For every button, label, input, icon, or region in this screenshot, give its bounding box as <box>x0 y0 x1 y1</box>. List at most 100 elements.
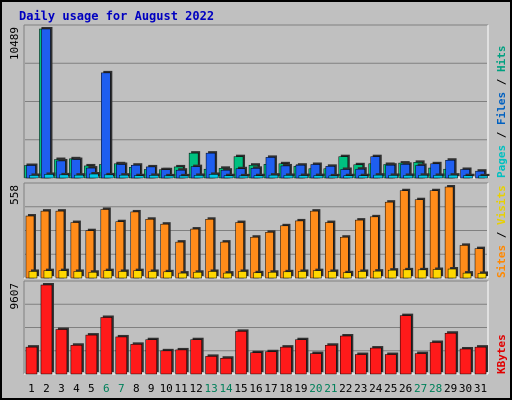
x-tick-label-day-26: 26 <box>399 382 412 395</box>
bar-pages-day-9 <box>148 175 159 179</box>
bar-pages-day-7 <box>119 174 129 179</box>
bar-visits-day-29 <box>444 186 454 279</box>
bar-visits-day-24 <box>369 216 379 279</box>
bar-pages-day-13 <box>208 174 219 179</box>
bar-shadow <box>181 173 191 176</box>
x-tick-label-day-9: 9 <box>148 382 155 395</box>
bar-shadow <box>315 173 325 176</box>
x-tick-label-day-14: 14 <box>219 382 233 395</box>
bar-pages-day-16 <box>253 175 264 179</box>
bar-sites-day-17 <box>268 272 277 279</box>
bar-kbytes-day-6 <box>100 317 113 375</box>
legend-item: Files <box>495 92 508 125</box>
bar-sites-day-3 <box>58 270 68 279</box>
bar-shadow <box>226 173 236 176</box>
bar-pages-day-30 <box>463 175 473 179</box>
bar-sites-day-13 <box>208 271 217 279</box>
bar-pages-day-10 <box>163 175 174 179</box>
x-tick-label-day-13: 13 <box>204 382 217 395</box>
x-tick-label-day-16: 16 <box>249 382 262 395</box>
x-tick-label-day-7: 7 <box>118 382 125 395</box>
bar-shadow <box>31 173 41 176</box>
bar-pages-day-3 <box>59 174 69 179</box>
bar-shadow <box>375 173 385 176</box>
bar-kbytes-day-5 <box>85 334 98 375</box>
bar-kbytes-day-23 <box>355 354 367 375</box>
bar-visits-day-23 <box>355 219 364 279</box>
bar-kbytes-day-20 <box>310 353 322 375</box>
legend-item: / <box>495 72 508 92</box>
bar-shadow <box>76 173 86 176</box>
x-tick-label-day-19: 19 <box>294 382 307 395</box>
bar-kbytes-day-17 <box>265 351 277 375</box>
bar-shadow <box>465 173 475 176</box>
x-tick-label-day-31: 31 <box>474 382 487 395</box>
bar-pages-day-20 <box>313 175 324 179</box>
bar-pages-day-24 <box>373 174 383 179</box>
bar-kbytes-day-4 <box>70 345 83 375</box>
x-tick-label-day-11: 11 <box>175 382 188 395</box>
bar-sites-day-19 <box>298 271 307 279</box>
bar-visits-day-13 <box>205 219 214 279</box>
bar-sites-day-23 <box>358 271 367 279</box>
bar-shadow <box>360 173 370 176</box>
bar-pages-day-19 <box>298 175 309 179</box>
x-tick-label-day-21: 21 <box>324 382 337 395</box>
bar-pages-day-14 <box>223 175 234 179</box>
bar-pages-day-6 <box>104 174 114 179</box>
bar-sites-day-22 <box>343 272 352 279</box>
bar-sites-day-27 <box>417 269 427 279</box>
bar-pages-day-12 <box>193 175 204 179</box>
bar-shadow <box>345 173 355 176</box>
bar-sites-day-6 <box>103 270 113 279</box>
x-tick-label-day-22: 22 <box>339 382 352 395</box>
bar-pages-day-1 <box>29 175 39 179</box>
x-tick-label-day-10: 10 <box>160 382 173 395</box>
bar-shadow <box>256 173 265 176</box>
bar-kbytes-day-14 <box>220 358 232 375</box>
bar-kbytes-day-31 <box>474 346 487 375</box>
bar-visits-day-26 <box>399 190 409 279</box>
bar-shadow <box>330 173 340 176</box>
legend-item: Visits <box>495 185 508 225</box>
bar-visits-day-25 <box>384 201 394 279</box>
bar-shadow <box>151 173 161 176</box>
legend-item: / <box>495 125 508 145</box>
bar-kbytes-day-30 <box>459 348 472 375</box>
bar-pages-day-17 <box>268 174 279 179</box>
x-tick-label-day-18: 18 <box>279 382 292 395</box>
bar-visits-day-6 <box>100 209 110 279</box>
bar-sites-day-31 <box>477 273 487 279</box>
bar-sites-day-15 <box>238 271 247 279</box>
bar-visits-day-8 <box>130 211 140 279</box>
x-tick-label-day-6: 6 <box>103 382 110 395</box>
bar-sites-day-30 <box>462 272 472 279</box>
chart-title: Daily usage for August 2022 <box>19 9 214 23</box>
bar-pages-day-22 <box>343 175 354 179</box>
bar-kbytes-day-25 <box>384 354 397 375</box>
bar-kbytes-day-16 <box>250 352 262 375</box>
bar-kbytes-day-27 <box>414 353 427 375</box>
bar-shadow <box>270 173 280 176</box>
bar-shadow <box>285 173 295 176</box>
bar-files-day-2 <box>41 28 51 179</box>
bar-sites-day-4 <box>73 271 83 279</box>
bar-kbytes-day-21 <box>325 345 337 375</box>
bar-pages-day-11 <box>178 175 189 179</box>
bar-pages-day-28 <box>433 175 443 179</box>
legend-item: Sites <box>495 245 508 278</box>
bar-shadow <box>420 173 430 176</box>
bar-sites-day-8 <box>133 270 143 279</box>
bar-pages-day-26 <box>403 175 413 179</box>
bar-pages-day-27 <box>418 175 428 179</box>
bar-sites-day-16 <box>253 272 262 279</box>
bar-sites-day-28 <box>432 269 442 279</box>
bar-sites-day-5 <box>88 272 98 279</box>
bar-kbytes-day-26 <box>399 315 412 375</box>
bar-sites-day-24 <box>372 270 382 279</box>
bar-shadow <box>405 173 415 176</box>
max-label-bottom: 9607 <box>8 283 21 310</box>
bar-pages-day-18 <box>283 175 294 179</box>
x-tick-label-day-29: 29 <box>444 382 457 395</box>
bar-visits-day-1 <box>25 215 35 279</box>
